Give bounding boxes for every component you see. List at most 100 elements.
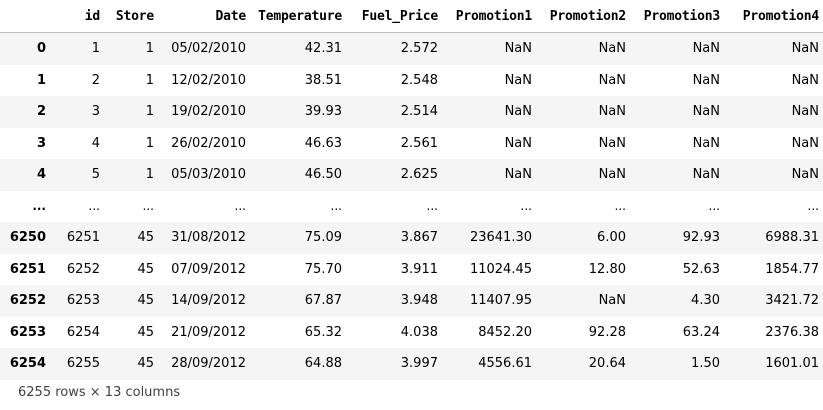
table-cell: 12/02/2010 xyxy=(171,72,246,88)
table-cell: ... xyxy=(330,199,342,214)
table-cell: 65.32 xyxy=(304,324,342,340)
table-cell: 1 xyxy=(145,72,154,88)
table-row: 6250 6251 45 31/08/2012 75.09 3.867 23641.30 6.… xyxy=(0,222,823,254)
table-cell: 11024.45 xyxy=(469,261,532,277)
table-cell: NaN xyxy=(504,104,532,120)
table-cell: 07/09/2012 xyxy=(171,261,246,277)
table-cell: ... xyxy=(234,199,246,214)
row-index: 6254 xyxy=(9,356,46,372)
table-cell: 6.00 xyxy=(597,230,626,246)
table-cell: 6252 xyxy=(66,261,100,277)
table-row: 6254 6255 45 28/09/2012 64.88 3.997 4556.61 20.… xyxy=(0,348,823,380)
table-cell: 92.28 xyxy=(588,324,626,340)
dataframe-table: id Store Date Temperature Fuel_Price Pro… xyxy=(0,0,823,380)
row-index: 4 xyxy=(36,167,46,183)
table-cell: 38.51 xyxy=(304,72,342,88)
column-header-temperature: Temperature xyxy=(250,0,346,33)
table-row: 1 2 1 12/02/2010 38.51 2.548 NaN NaN NaN NaN xyxy=(0,65,823,97)
table-cell: 52.63 xyxy=(682,261,720,277)
table-cell: 42.31 xyxy=(304,41,342,57)
column-header-id: id xyxy=(50,0,104,33)
table-cell: 75.70 xyxy=(304,261,342,277)
table-cell: 1 xyxy=(91,41,100,57)
table-cell: NaN xyxy=(791,167,819,183)
table-cell: 3421.72 xyxy=(765,293,819,309)
table-cell: NaN xyxy=(504,167,532,183)
table-cell: 8452.20 xyxy=(478,324,532,340)
table-cell: NaN xyxy=(692,104,720,120)
column-header-promotion2: Promotion2 xyxy=(536,0,630,33)
column-header-store: Store xyxy=(104,0,158,33)
table-cell: 28/09/2012 xyxy=(171,356,246,372)
table-cell: 45 xyxy=(137,261,154,277)
table-cell: NaN xyxy=(791,135,819,151)
table-row: 6253 6254 45 21/09/2012 65.32 4.038 8452.20 92.… xyxy=(0,317,823,349)
dataframe-shape-label: 6255 rows × 13 columns xyxy=(18,385,181,400)
table-cell: 14/09/2012 xyxy=(171,293,246,309)
table-cell: NaN xyxy=(504,72,532,88)
table-cell: 64.88 xyxy=(304,356,342,372)
row-index: 0 xyxy=(36,41,46,57)
row-index: 3 xyxy=(36,135,46,151)
table-cell: NaN xyxy=(692,72,720,88)
table-cell: 1 xyxy=(145,135,154,151)
table-cell: 3.867 xyxy=(400,230,438,246)
table-row: 6252 6253 45 14/09/2012 67.87 3.948 11407.95 Na… xyxy=(0,285,823,317)
table-cell: 19/02/2010 xyxy=(171,104,246,120)
table-cell: 46.50 xyxy=(304,167,342,183)
row-index: 6251 xyxy=(9,261,46,277)
table-cell: 1601.01 xyxy=(765,356,819,372)
table-cell: 63.24 xyxy=(682,324,720,340)
table-cell: 2.572 xyxy=(400,41,438,57)
table-cell: NaN xyxy=(598,167,626,183)
header-row: id Store Date Temperature Fuel_Price Pro… xyxy=(0,0,823,33)
table-cell: ... xyxy=(142,199,154,214)
table-row: 3 4 1 26/02/2010 46.63 2.561 NaN NaN NaN NaN xyxy=(0,128,823,160)
table-cell: NaN xyxy=(504,135,532,151)
table-cell: 3.997 xyxy=(400,356,438,372)
table-cell: 1 xyxy=(145,41,154,57)
table-cell: 2.561 xyxy=(400,135,438,151)
table-cell: ... xyxy=(520,199,532,214)
table-cell: NaN xyxy=(598,293,626,309)
table-cell: NaN xyxy=(598,72,626,88)
table-cell: 45 xyxy=(137,356,154,372)
table-cell: 6251 xyxy=(66,230,100,246)
table-cell: 6254 xyxy=(66,324,100,340)
column-header-promotion3: Promotion3 xyxy=(630,0,724,33)
table-row: 4 5 1 05/03/2010 46.50 2.625 NaN NaN NaN NaN xyxy=(0,159,823,191)
table-cell: 46.63 xyxy=(304,135,342,151)
table-cell: ... xyxy=(614,199,626,214)
table-cell: 3.948 xyxy=(400,293,438,309)
table-cell: ... xyxy=(807,199,819,214)
index-header xyxy=(0,0,50,33)
table-cell: 2.548 xyxy=(400,72,438,88)
table-cell: 12.80 xyxy=(588,261,626,277)
table-cell: 3 xyxy=(91,104,100,120)
table-cell: 31/08/2012 xyxy=(171,230,246,246)
table-cell: ... xyxy=(88,199,100,214)
table-cell: NaN xyxy=(598,41,626,57)
table-cell: NaN xyxy=(598,135,626,151)
table-cell: 6255 xyxy=(66,356,100,372)
table-cell: 39.93 xyxy=(304,104,342,120)
table-cell: 1 xyxy=(145,104,154,120)
table-cell: ... xyxy=(426,199,438,214)
table-cell: NaN xyxy=(598,104,626,120)
table-cell: 67.87 xyxy=(304,293,342,309)
row-index: 1 xyxy=(36,72,46,88)
table-cell: 1 xyxy=(145,167,154,183)
table-cell: 26/02/2010 xyxy=(171,135,246,151)
table-cell: 2376.38 xyxy=(765,324,819,340)
table-cell: NaN xyxy=(791,72,819,88)
table-cell: 20.64 xyxy=(588,356,626,372)
row-index: 6253 xyxy=(9,324,46,340)
table-cell: 2 xyxy=(91,72,100,88)
table-cell: 45 xyxy=(137,230,154,246)
table-cell: 4.30 xyxy=(691,293,720,309)
table-cell: 6253 xyxy=(66,293,100,309)
table-row: 0 1 1 05/02/2010 42.31 2.572 NaN NaN NaN NaN xyxy=(0,32,823,65)
table-cell: 75.09 xyxy=(304,230,342,246)
table-body: 0 1 1 05/02/2010 42.31 2.572 NaN NaN NaN NaN 1 2 1 12… xyxy=(0,32,823,380)
table-cell: 2.514 xyxy=(400,104,438,120)
